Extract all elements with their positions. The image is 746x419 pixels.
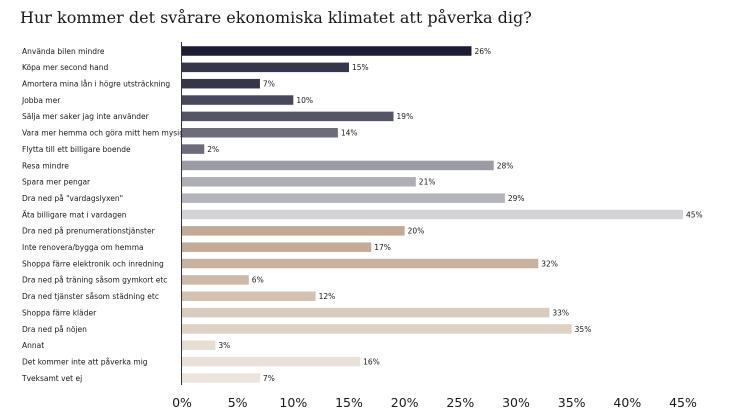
category-label: Jobba mer bbox=[21, 96, 61, 105]
bar-value-label: 10% bbox=[296, 96, 313, 105]
bar bbox=[182, 340, 216, 351]
bar-value-label: 33% bbox=[552, 308, 569, 317]
bar bbox=[182, 226, 405, 236]
x-tick-label: 30% bbox=[502, 395, 530, 410]
bar-value-label: 35% bbox=[575, 325, 592, 334]
category-label: Shoppa färre elektronik och inredning bbox=[22, 259, 164, 268]
bar-value-label: 12% bbox=[319, 292, 336, 301]
bar-value-label: 19% bbox=[397, 112, 414, 121]
bar-value-label: 16% bbox=[363, 357, 380, 366]
bar bbox=[182, 144, 205, 154]
bar bbox=[182, 177, 416, 187]
category-label: Äta billigare mat i vardagen bbox=[22, 210, 127, 219]
category-label: Inte renovera/bygga om hemma bbox=[22, 243, 144, 252]
x-tick-label: 35% bbox=[558, 395, 586, 410]
bar bbox=[182, 307, 550, 318]
bar-value-label: 20% bbox=[408, 227, 425, 236]
bar bbox=[182, 128, 338, 138]
bar bbox=[182, 356, 361, 367]
x-tick-label: 15% bbox=[335, 395, 363, 410]
x-tick-label: 25% bbox=[446, 395, 474, 410]
category-label: Köpa mer second hand bbox=[22, 63, 108, 72]
x-tick-label: 10% bbox=[279, 395, 307, 410]
category-label: Dra ned på "vardagslyxen" bbox=[22, 194, 123, 203]
bar-value-label: 17% bbox=[374, 243, 391, 252]
bar bbox=[182, 373, 260, 383]
category-label: Det kommer inte att påverka mig bbox=[22, 357, 148, 366]
bar bbox=[182, 78, 260, 89]
category-label: Använda bilen mindre bbox=[22, 47, 105, 56]
bar bbox=[182, 275, 249, 285]
bar bbox=[182, 111, 394, 122]
bar-value-label: 7% bbox=[263, 374, 275, 383]
bar bbox=[182, 242, 372, 252]
bar-value-label: 7% bbox=[263, 80, 275, 89]
category-label: Flytta till ett billigare boende bbox=[22, 145, 131, 154]
bar-value-label: 26% bbox=[474, 47, 491, 56]
bar bbox=[182, 324, 572, 334]
x-tick-label: 40% bbox=[613, 395, 641, 410]
category-label: Dra ned på träning såsom gymkort etc bbox=[22, 276, 167, 285]
chart-title: Hur kommer det svårare ekonomiska klimat… bbox=[20, 8, 532, 27]
bar bbox=[182, 209, 683, 220]
bar bbox=[182, 258, 539, 269]
x-tick-label: 20% bbox=[391, 395, 419, 410]
x-tick-label: 0% bbox=[172, 395, 192, 410]
category-label: Amortera mina lån i högre utsträckning bbox=[22, 80, 170, 89]
bar bbox=[182, 160, 494, 171]
x-tick-label: 5% bbox=[228, 395, 248, 410]
bar-value-label: 29% bbox=[508, 194, 525, 203]
bar-value-label: 21% bbox=[419, 178, 436, 187]
x-tick-label: 45% bbox=[669, 395, 697, 410]
bar-value-label: 3% bbox=[218, 341, 230, 350]
category-label: Tveksamt vet ej bbox=[21, 374, 82, 383]
category-label: Annat bbox=[22, 341, 44, 350]
category-label: Dra ned tjänster såsom städning etc bbox=[22, 292, 159, 301]
category-label: Shoppa färre kläder bbox=[22, 308, 97, 317]
bar-value-label: 28% bbox=[497, 161, 514, 170]
category-label: Resa mindre bbox=[22, 161, 69, 170]
category-label: Sälja mer saker jag inte använder bbox=[22, 112, 150, 121]
category-label: Vara mer hemma och göra mitt hem mysigar… bbox=[22, 129, 197, 138]
bar-value-label: 32% bbox=[541, 259, 558, 268]
bar-value-label: 14% bbox=[341, 129, 358, 138]
category-label: Dra ned på prenumerationstjänster bbox=[22, 227, 156, 236]
bar-value-label: 6% bbox=[252, 276, 264, 285]
category-label: Dra ned på nöjen bbox=[22, 325, 87, 334]
bar-value-label: 15% bbox=[352, 63, 369, 72]
category-label: Spara mer pengar bbox=[22, 178, 91, 187]
bar bbox=[182, 291, 316, 301]
bar bbox=[182, 62, 349, 73]
bar-value-label: 45% bbox=[686, 210, 703, 219]
bar bbox=[182, 95, 294, 105]
bar-value-label: 2% bbox=[207, 145, 219, 154]
bar bbox=[182, 193, 505, 203]
bar bbox=[182, 46, 472, 56]
